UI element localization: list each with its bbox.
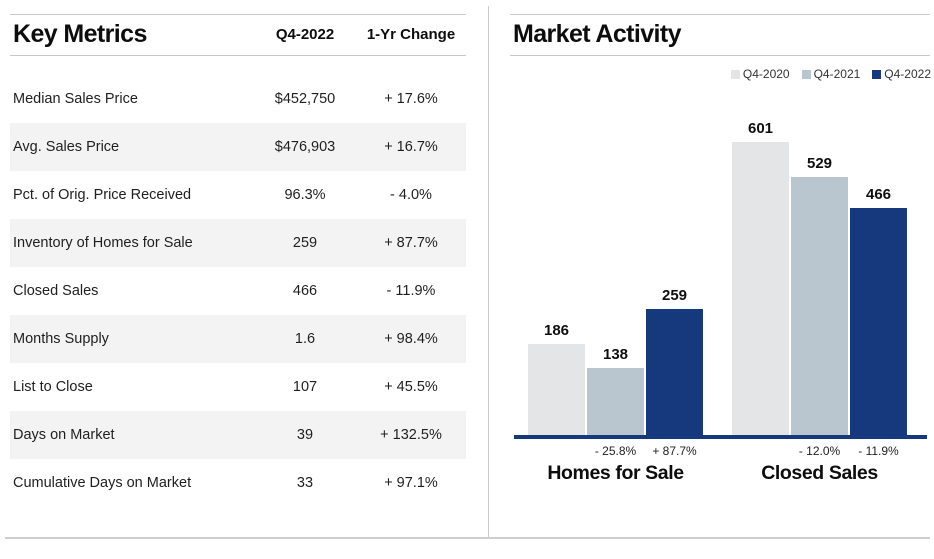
row-label: Days on Market	[13, 427, 115, 443]
key-metrics-title: Key Metrics	[13, 20, 147, 48]
row-label: Inventory of Homes for Sale	[13, 235, 193, 251]
table-row-list-to-close: List to Close 107 + 45.5%	[10, 363, 466, 411]
row-change: + 87.7%	[384, 235, 438, 251]
category-labels: Homes for Sale Closed Sales	[528, 462, 907, 485]
column-header-q4-2022: Q4-2022	[275, 26, 335, 43]
header-rule-left	[10, 55, 466, 56]
change-annotations: - 25.8% + 87.7% - 12.0% - 11.9%	[528, 444, 907, 458]
column-header-1yr-change: 1-Yr Change	[366, 26, 456, 43]
row-value: 107	[292, 379, 318, 395]
row-change: + 132.5%	[380, 427, 442, 443]
bar-col-closed-q4-2022: 466	[850, 186, 907, 435]
bar-value-label: 138	[602, 346, 629, 363]
legend-label: Q4-2020	[742, 67, 790, 81]
row-value: 466	[292, 283, 318, 299]
key-metrics-table: Median Sales Price $452,750 + 17.6% Avg.…	[10, 75, 466, 507]
table-row-inventory: Inventory of Homes for Sale 259 + 87.7%	[10, 219, 466, 267]
category-homes-for-sale: Homes for Sale	[547, 462, 684, 484]
legend-item-q4-2021: Q4-2021	[801, 67, 861, 81]
row-change: + 16.7%	[384, 139, 438, 155]
row-value: 96.3%	[284, 187, 326, 203]
legend-swatch-q4-2021	[801, 69, 811, 79]
bar-group-closed-sales: 601 529 466	[732, 120, 907, 435]
pct-group-homes-for-sale: - 25.8% + 87.7%	[528, 444, 703, 458]
table-row-pct-orig-price: Pct. of Orig. Price Received 96.3% - 4.0…	[10, 171, 466, 219]
row-label: Median Sales Price	[13, 91, 138, 107]
pct-homes-q4-2022: + 87.7%	[652, 444, 697, 458]
row-label: Avg. Sales Price	[13, 139, 120, 155]
row-value: $452,750	[274, 91, 336, 107]
bar-col-homes-q4-2021: 138	[587, 346, 644, 435]
bar-closed-q4-2022	[850, 208, 907, 435]
pct-closed-q4-2022: - 11.9%	[858, 444, 899, 458]
market-activity-title: Market Activity	[513, 20, 682, 48]
chart-legend: Q4-2020 Q4-2021 Q4-2022	[730, 67, 931, 81]
top-rule-right	[510, 14, 930, 15]
legend-item-q4-2022: Q4-2022	[872, 67, 931, 81]
bottom-rule	[5, 537, 930, 539]
pct-homes-q4-2021: - 25.8%	[594, 444, 637, 458]
legend-swatch-q4-2020	[730, 69, 740, 79]
x-axis-line	[514, 435, 927, 439]
bar-homes-q4-2021	[587, 368, 644, 435]
bar-closed-q4-2021	[791, 177, 848, 435]
row-label: List to Close	[13, 379, 93, 395]
pct-group-closed-sales: - 12.0% - 11.9%	[732, 444, 907, 458]
row-change: - 11.9%	[386, 283, 436, 299]
header-rule-right	[510, 55, 930, 56]
top-rule-left	[10, 14, 466, 15]
table-row-days-on-market: Days on Market 39 + 132.5%	[10, 411, 466, 459]
bar-value-label: 466	[865, 186, 892, 203]
key-metrics-panel: Key Metrics Q4-2022 1-Yr Change Median S…	[10, 0, 466, 559]
market-activity-panel: Market Activity Q4-2020 Q4-2021 Q4-2022 …	[510, 0, 934, 559]
table-row-avg-sales-price: Avg. Sales Price $476,903 + 16.7%	[10, 123, 466, 171]
bar-value-label: 186	[543, 322, 570, 339]
bar-group-homes-for-sale: 186 138 259	[528, 287, 703, 435]
bar-col-homes-q4-2020: 186	[528, 322, 585, 435]
row-change: + 97.1%	[384, 475, 438, 491]
bar-value-label: 529	[806, 155, 833, 172]
row-change: + 17.6%	[384, 91, 438, 107]
row-value: 259	[292, 235, 318, 251]
bar-col-closed-q4-2020: 601	[732, 120, 789, 435]
legend-swatch-q4-2022	[872, 69, 882, 79]
row-label: Closed Sales	[13, 283, 99, 299]
bar-closed-q4-2020	[732, 142, 789, 435]
row-value: $476,903	[274, 139, 336, 155]
row-change: + 98.4%	[384, 331, 438, 347]
pct-empty	[528, 444, 585, 458]
pct-empty	[732, 444, 789, 458]
category-closed-sales: Closed Sales	[761, 462, 878, 484]
bar-value-label: 259	[661, 287, 688, 304]
row-label: Cumulative Days on Market	[13, 475, 192, 491]
row-change: - 4.0%	[390, 187, 432, 203]
legend-label: Q4-2022	[884, 67, 931, 81]
row-label: Pct. of Orig. Price Received	[13, 187, 192, 203]
bar-homes-q4-2022	[646, 309, 703, 435]
row-label: Months Supply	[13, 331, 109, 347]
row-value: 1.6	[294, 331, 316, 347]
table-row-months-supply: Months Supply 1.6 + 98.4%	[10, 315, 466, 363]
bar-col-closed-q4-2021: 529	[791, 155, 848, 435]
legend-label: Q4-2021	[813, 67, 861, 81]
row-value: 33	[296, 475, 314, 491]
bar-chart: 186 138 259 601 529	[528, 120, 907, 435]
bar-homes-q4-2020	[528, 344, 585, 435]
pct-closed-q4-2021: - 12.0%	[798, 444, 841, 458]
table-row-closed-sales: Closed Sales 466 - 11.9%	[10, 267, 466, 315]
table-row-median-sales-price: Median Sales Price $452,750 + 17.6%	[10, 75, 466, 123]
row-value: 39	[296, 427, 314, 443]
bar-col-homes-q4-2022: 259	[646, 287, 703, 435]
row-change: + 45.5%	[384, 379, 438, 395]
legend-item-q4-2020: Q4-2020	[730, 67, 790, 81]
table-row-cumulative-days: Cumulative Days on Market 33 + 97.1%	[10, 459, 466, 507]
bar-value-label: 601	[747, 120, 774, 137]
vertical-divider	[488, 6, 489, 537]
